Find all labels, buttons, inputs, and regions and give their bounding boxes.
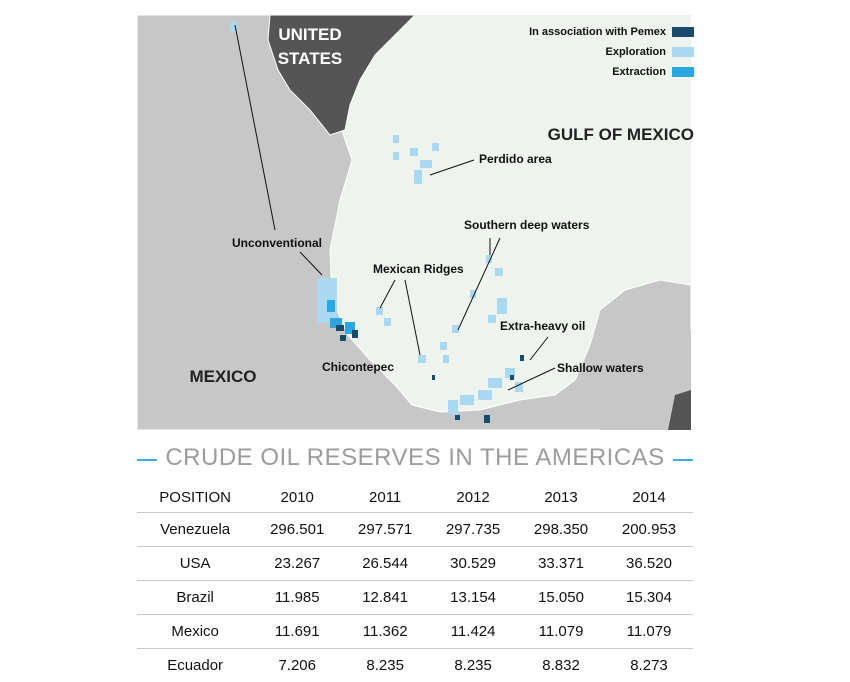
value-cell: 297.571 bbox=[341, 513, 429, 547]
legend-swatch bbox=[672, 67, 694, 77]
map: UNITED STATES GULF OF MEXICO MEXICO In a… bbox=[0, 0, 850, 432]
country-cell: Ecuador bbox=[137, 649, 253, 682]
value-cell: 36.520 bbox=[605, 547, 693, 581]
header-cell: POSITION bbox=[137, 482, 253, 513]
page: {"map": { "us_label": ["UNITED", "STATES… bbox=[0, 0, 850, 668]
value-cell: 11.691 bbox=[253, 615, 341, 649]
header-cell: 2012 bbox=[429, 482, 517, 513]
value-cell: 11.079 bbox=[605, 615, 693, 649]
country-cell: Brazil bbox=[137, 581, 253, 615]
area-label: Unconventional bbox=[232, 236, 322, 250]
header-cell: 2013 bbox=[517, 482, 605, 513]
value-cell: 15.050 bbox=[517, 581, 605, 615]
value-cell: 30.529 bbox=[429, 547, 517, 581]
legend-label: In association with Pemex bbox=[529, 26, 667, 38]
table-title: CRUDE OIL RESERVES IN THE AMERICAS bbox=[157, 444, 672, 471]
area-label: Perdido area bbox=[479, 152, 552, 166]
table-title-wrap: CRUDE OIL RESERVES IN THE AMERICAS bbox=[137, 444, 693, 472]
header-cell: 2011 bbox=[341, 482, 429, 513]
legend-label: Exploration bbox=[605, 46, 666, 58]
value-cell: 23.267 bbox=[253, 547, 341, 581]
value-cell: 297.735 bbox=[429, 513, 517, 547]
value-cell: 12.841 bbox=[341, 581, 429, 615]
area-label: Extra-heavy oil bbox=[500, 319, 585, 333]
value-cell: 7.206 bbox=[253, 649, 341, 682]
header-cell: 2014 bbox=[605, 482, 693, 513]
area-label: Southern deep waters bbox=[464, 218, 590, 232]
value-cell: 11.362 bbox=[341, 615, 429, 649]
area-label: Shallow waters bbox=[557, 361, 644, 375]
value-cell: 8.273 bbox=[605, 649, 693, 682]
value-cell: 8.235 bbox=[429, 649, 517, 682]
value-cell: 33.371 bbox=[517, 547, 605, 581]
country-cell: Venezuela bbox=[137, 513, 253, 547]
value-cell: 11.985 bbox=[253, 581, 341, 615]
country-label: MEXICO bbox=[189, 367, 256, 386]
value-cell: 296.501 bbox=[253, 513, 341, 547]
value-cell: 200.953 bbox=[605, 513, 693, 547]
value-cell: 15.304 bbox=[605, 581, 693, 615]
legend-label: Extraction bbox=[612, 66, 666, 78]
legend-swatch bbox=[672, 47, 694, 57]
value-cell: 8.235 bbox=[341, 649, 429, 682]
us-label-line: STATES bbox=[278, 49, 343, 68]
header-cell: 2010 bbox=[253, 482, 341, 513]
table-title-row: CRUDE OIL RESERVES IN THE AMERICAS bbox=[137, 444, 693, 476]
value-cell: 11.424 bbox=[429, 615, 517, 649]
water-label: GULF OF MEXICO bbox=[548, 125, 694, 144]
area-label: Mexican Ridges bbox=[373, 262, 464, 276]
value-cell: 26.544 bbox=[341, 547, 429, 581]
value-cell: 298.350 bbox=[517, 513, 605, 547]
country-cell: USA bbox=[137, 547, 253, 581]
us-label-line: UNITED bbox=[278, 25, 341, 44]
legend-swatch bbox=[672, 27, 694, 37]
country-cell: Mexico bbox=[137, 615, 253, 649]
value-cell: 8.832 bbox=[517, 649, 605, 682]
value-cell: 11.079 bbox=[517, 615, 605, 649]
value-cell: 13.154 bbox=[429, 581, 517, 615]
area-label: Chicontepec bbox=[322, 360, 394, 374]
